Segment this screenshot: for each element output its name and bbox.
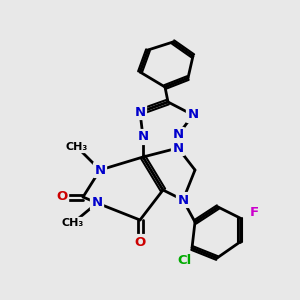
Text: N: N (94, 164, 106, 176)
Text: CH₃: CH₃ (62, 218, 84, 228)
Text: N: N (137, 130, 148, 143)
Text: CH₃: CH₃ (66, 142, 88, 152)
Text: N: N (172, 128, 184, 142)
Text: O: O (134, 236, 146, 248)
Text: N: N (92, 196, 103, 209)
Text: Cl: Cl (177, 254, 191, 266)
Text: O: O (56, 190, 68, 203)
Text: N: N (134, 106, 146, 118)
Text: N: N (188, 109, 199, 122)
Text: F: F (249, 206, 259, 220)
Text: N: N (172, 142, 184, 154)
Text: N: N (177, 194, 189, 206)
